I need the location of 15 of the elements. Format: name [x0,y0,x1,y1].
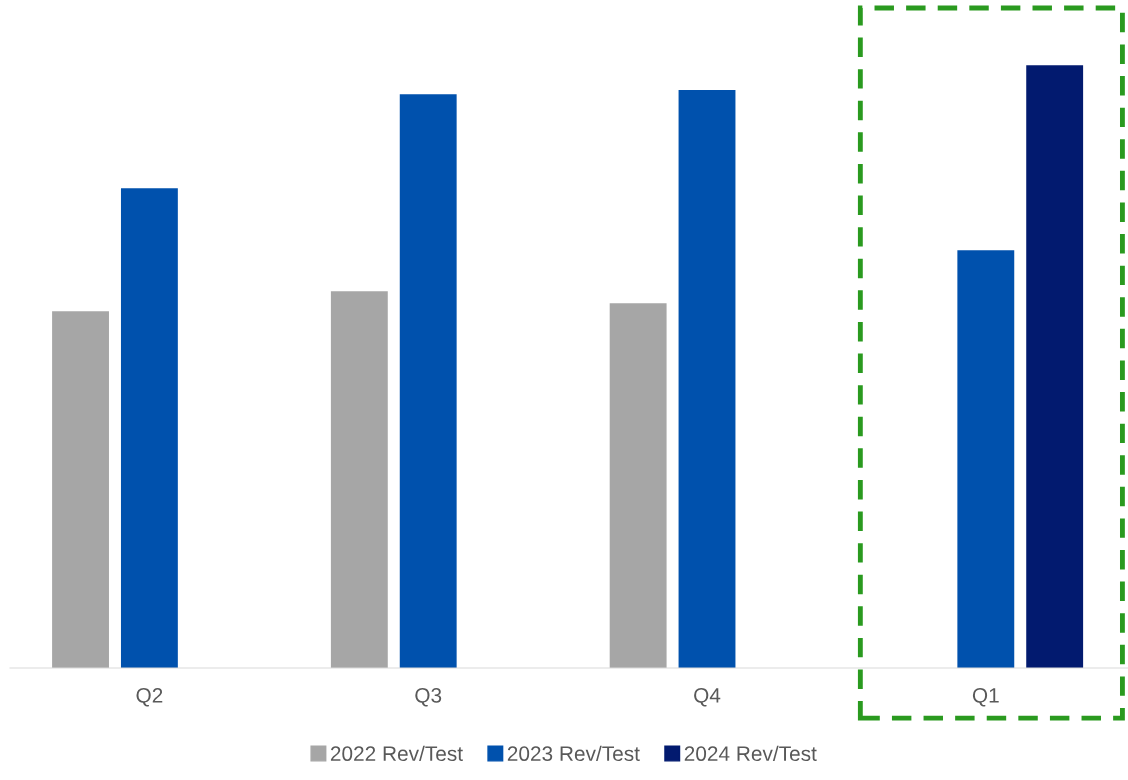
bar [330,291,388,668]
x-tick-label: Q1 [972,687,999,707]
legend-label: 2023 Rev/Test [507,745,640,762]
legend-label: 2024 Rev/Test [684,745,817,762]
x-tick-label: Q3 [415,687,442,707]
bar [399,94,457,668]
bar [120,188,178,668]
bar [957,250,1015,668]
legend-label: 2022 Rev/Test [330,745,463,762]
bar [678,89,736,668]
bar [52,311,109,668]
x-tick-label: Q4 [694,687,721,707]
x-tick-label: Q2 [136,687,163,707]
bar [609,303,667,668]
bar [1026,65,1084,668]
